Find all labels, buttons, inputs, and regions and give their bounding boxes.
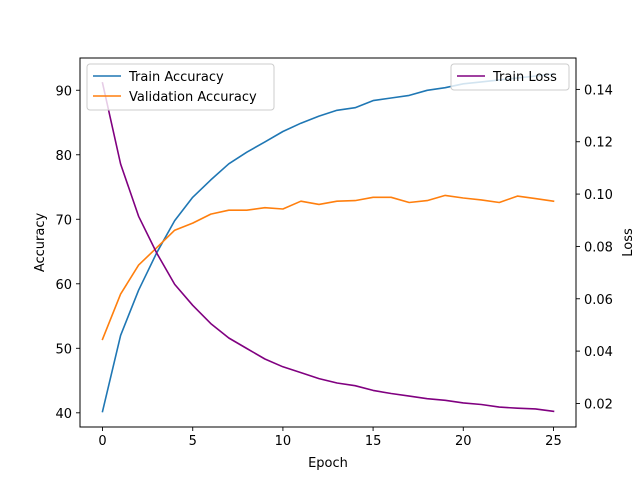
legend-right: Train Loss bbox=[450, 63, 570, 91]
legend-label: Train Accuracy bbox=[128, 70, 224, 85]
left-y-tick-label: 80 bbox=[55, 149, 72, 164]
legend-left: Train Accuracy Validation Accuracy bbox=[86, 63, 275, 111]
right-y-tick-label: 0.08 bbox=[584, 240, 613, 255]
series-line-1 bbox=[101, 194, 555, 341]
x-tick-label: 0 bbox=[98, 434, 106, 449]
left-y-tick-label: 90 bbox=[55, 84, 72, 99]
legend-label: Train Loss bbox=[492, 70, 557, 85]
right-y-tick-label: 0.14 bbox=[584, 83, 613, 98]
right-y-tick-label: 0.06 bbox=[584, 293, 613, 308]
x-tick-label: 15 bbox=[365, 434, 382, 449]
axis-ticks: 0 5 10 15 20 25 40 50 60 70 80 90 0.02 0.04 0.06 0.08 0.… bbox=[55, 83, 613, 449]
x-tick-label: 25 bbox=[545, 434, 562, 449]
right-y-tick-label: 0.10 bbox=[584, 188, 613, 203]
x-axis-title: Epoch bbox=[308, 456, 348, 471]
plot-frame bbox=[79, 57, 577, 428]
left-y-tick-label: 40 bbox=[55, 407, 72, 422]
left-y-tick-label: 70 bbox=[55, 213, 72, 228]
left-y-axis-title: Accuracy bbox=[33, 213, 48, 273]
series-line-2 bbox=[101, 81, 555, 413]
x-tick-label: 20 bbox=[455, 434, 472, 449]
x-tick-label: 5 bbox=[189, 434, 197, 449]
x-tick-label: 10 bbox=[275, 434, 292, 449]
left-y-tick-label: 60 bbox=[55, 278, 72, 293]
right-y-tick-label: 0.02 bbox=[584, 397, 613, 412]
left-y-tick-label: 50 bbox=[55, 342, 72, 357]
right-y-axis-title: Loss bbox=[621, 228, 636, 257]
right-y-tick-label: 0.12 bbox=[584, 136, 613, 151]
legend-label: Validation Accuracy bbox=[129, 90, 257, 105]
right-y-tick-label: 0.04 bbox=[584, 345, 613, 360]
legend-box bbox=[86, 63, 275, 111]
legend-box bbox=[450, 63, 570, 91]
